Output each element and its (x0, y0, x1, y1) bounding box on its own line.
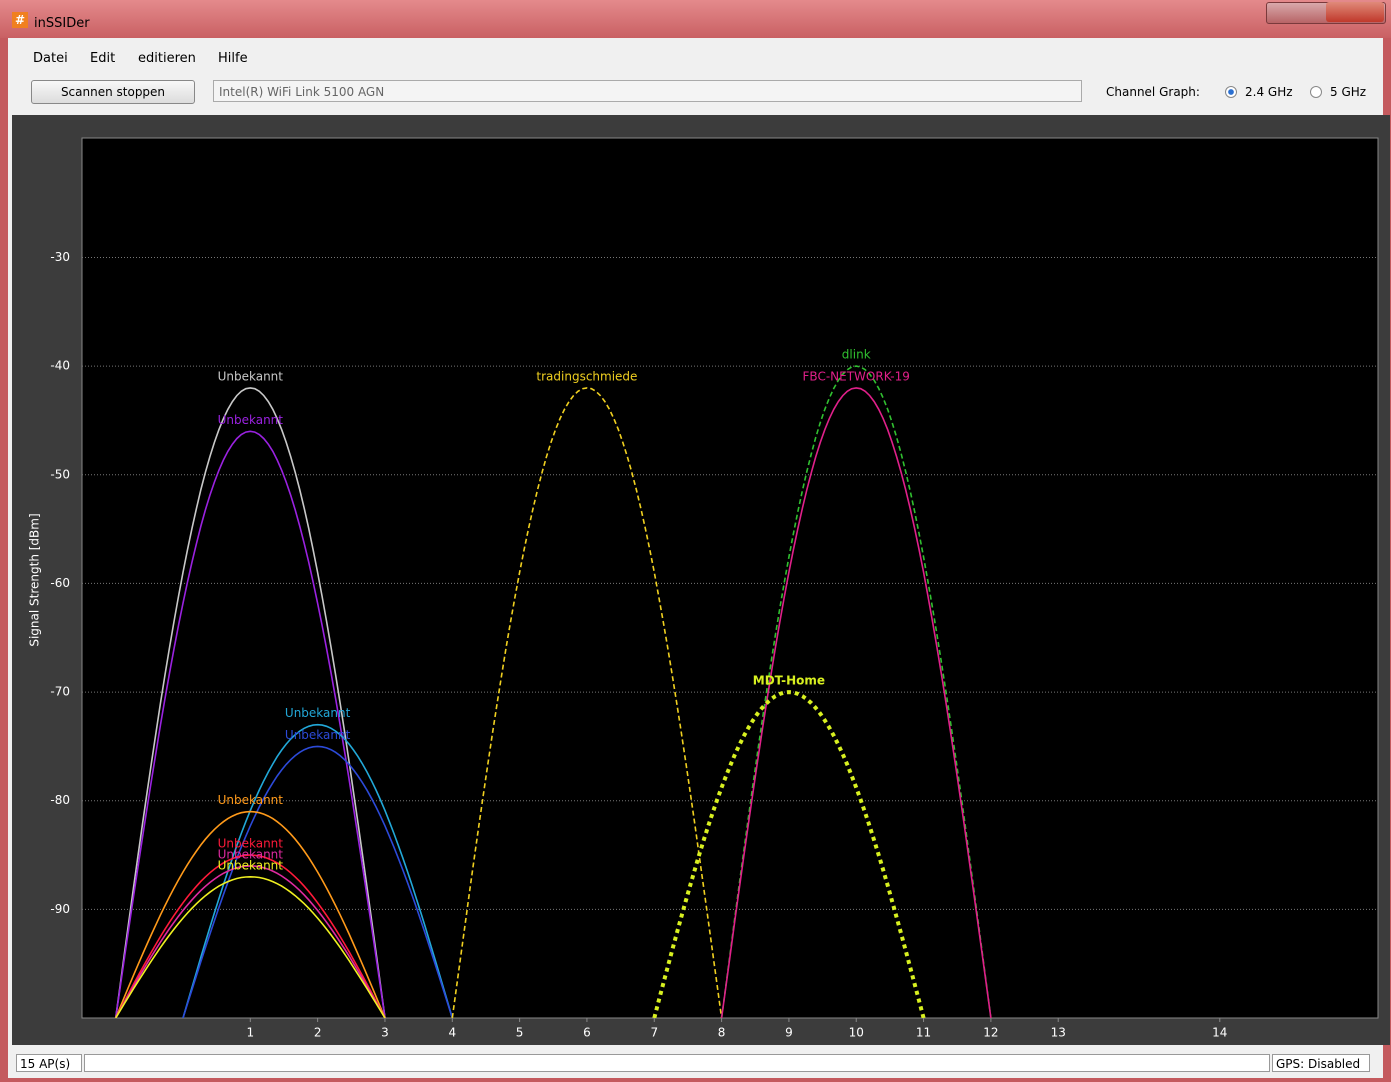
menu-item[interactable]: Hilfe (218, 51, 248, 66)
network-label: tradingschmiede (536, 369, 637, 383)
radio-button[interactable] (1225, 86, 1237, 98)
status-ap-count: 15 AP(s) (16, 1054, 82, 1072)
network-label: FBC-NETWORK-19 (803, 369, 910, 383)
network-label: MDT-Home (753, 674, 825, 688)
x-tick-label: 1 (246, 1026, 254, 1040)
radio-label[interactable]: 2.4 GHz (1245, 85, 1293, 99)
signal-curve (114, 810, 386, 1018)
signal-curve (652, 690, 926, 1018)
status-gps: GPS: Disabled (1272, 1054, 1370, 1072)
app-icon: # (12, 12, 28, 28)
signal-curve (720, 365, 992, 1018)
network-label: Unbekannt (218, 793, 284, 807)
y-tick-label: -50 (50, 467, 70, 481)
network-label: Unbekannt (285, 706, 351, 720)
status-spacer (84, 1054, 1270, 1072)
adapter-dropdown[interactable]: Intel(R) WiFi Link 5100 AGN (213, 80, 1082, 102)
network-label: Unbekannt (218, 369, 284, 383)
radio-button[interactable] (1310, 86, 1322, 98)
x-tick-label: 5 (516, 1026, 524, 1040)
menu-item[interactable]: Datei (33, 51, 68, 66)
y-axis-label: Signal Strength [dBm] (28, 513, 42, 646)
plot-area (81, 137, 1379, 1019)
x-tick-label: 10 (849, 1026, 864, 1040)
network-label: Unbekannt (285, 728, 351, 742)
y-tick-label: -70 (50, 685, 70, 699)
y-tick-label: -90 (50, 902, 70, 916)
y-tick-label: -60 (50, 576, 70, 590)
x-tick-label: 4 (448, 1026, 456, 1040)
network-label: dlink (842, 348, 871, 362)
x-tick-label: 6 (583, 1026, 591, 1040)
x-tick-label: 8 (718, 1026, 726, 1040)
network-label: Unbekannt (218, 413, 284, 427)
scan-button[interactable]: Scannen stoppen (31, 80, 195, 104)
network-label: Unbekannt (218, 858, 284, 872)
title-bar (0, 0, 1391, 38)
x-tick-label: 13 (1051, 1026, 1066, 1040)
curves (114, 365, 992, 1018)
y-tick-label: -40 (50, 359, 70, 373)
radio-label[interactable]: 5 GHz (1330, 85, 1367, 99)
network-label: Unbekannt (218, 837, 284, 851)
menu-item[interactable]: Edit (90, 51, 116, 66)
x-tick-label: 3 (381, 1026, 389, 1040)
signal-curve (114, 854, 386, 1018)
x-tick-label: 11 (916, 1026, 931, 1040)
signal-curve (115, 865, 386, 1018)
signal-curve (114, 387, 386, 1018)
y-tick-label: -30 (50, 250, 70, 264)
network-label: Unbekannt (218, 847, 284, 861)
signal-curve (451, 387, 723, 1018)
signal-curve (114, 430, 386, 1018)
x-tick-label: 12 (983, 1026, 998, 1040)
window-title: inSSIDer (34, 16, 90, 31)
menu-item[interactable]: editieren (138, 51, 196, 66)
x-tick-label: 7 (650, 1026, 658, 1040)
y-tick-label: -80 (50, 793, 70, 807)
x-tick-label: 9 (785, 1026, 793, 1040)
x-tick-label: 14 (1212, 1026, 1227, 1040)
x-tick-label: 2 (314, 1026, 322, 1040)
signal-curve (115, 875, 386, 1018)
channel-graph-label: Channel Graph: (1106, 85, 1200, 99)
close-button[interactable] (1326, 2, 1384, 22)
